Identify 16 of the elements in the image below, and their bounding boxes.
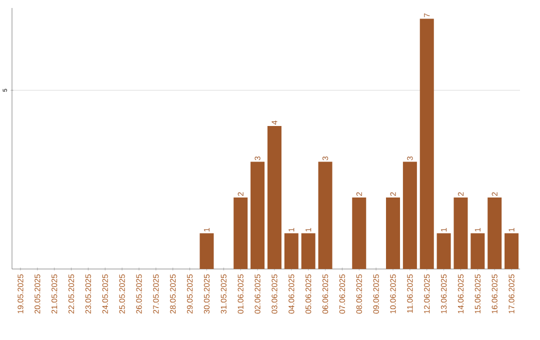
bar xyxy=(301,233,316,269)
bar xyxy=(267,126,282,269)
bar xyxy=(386,197,400,269)
bar xyxy=(200,233,214,269)
bar xyxy=(420,18,434,269)
bar xyxy=(318,162,332,269)
bar xyxy=(402,162,417,269)
bar xyxy=(488,197,502,269)
bar xyxy=(352,197,366,269)
bar xyxy=(436,233,451,269)
bar xyxy=(284,233,298,269)
bar xyxy=(454,197,468,269)
bar xyxy=(234,197,248,269)
bar xyxy=(504,233,519,269)
bar xyxy=(250,162,265,269)
bar xyxy=(470,233,485,269)
